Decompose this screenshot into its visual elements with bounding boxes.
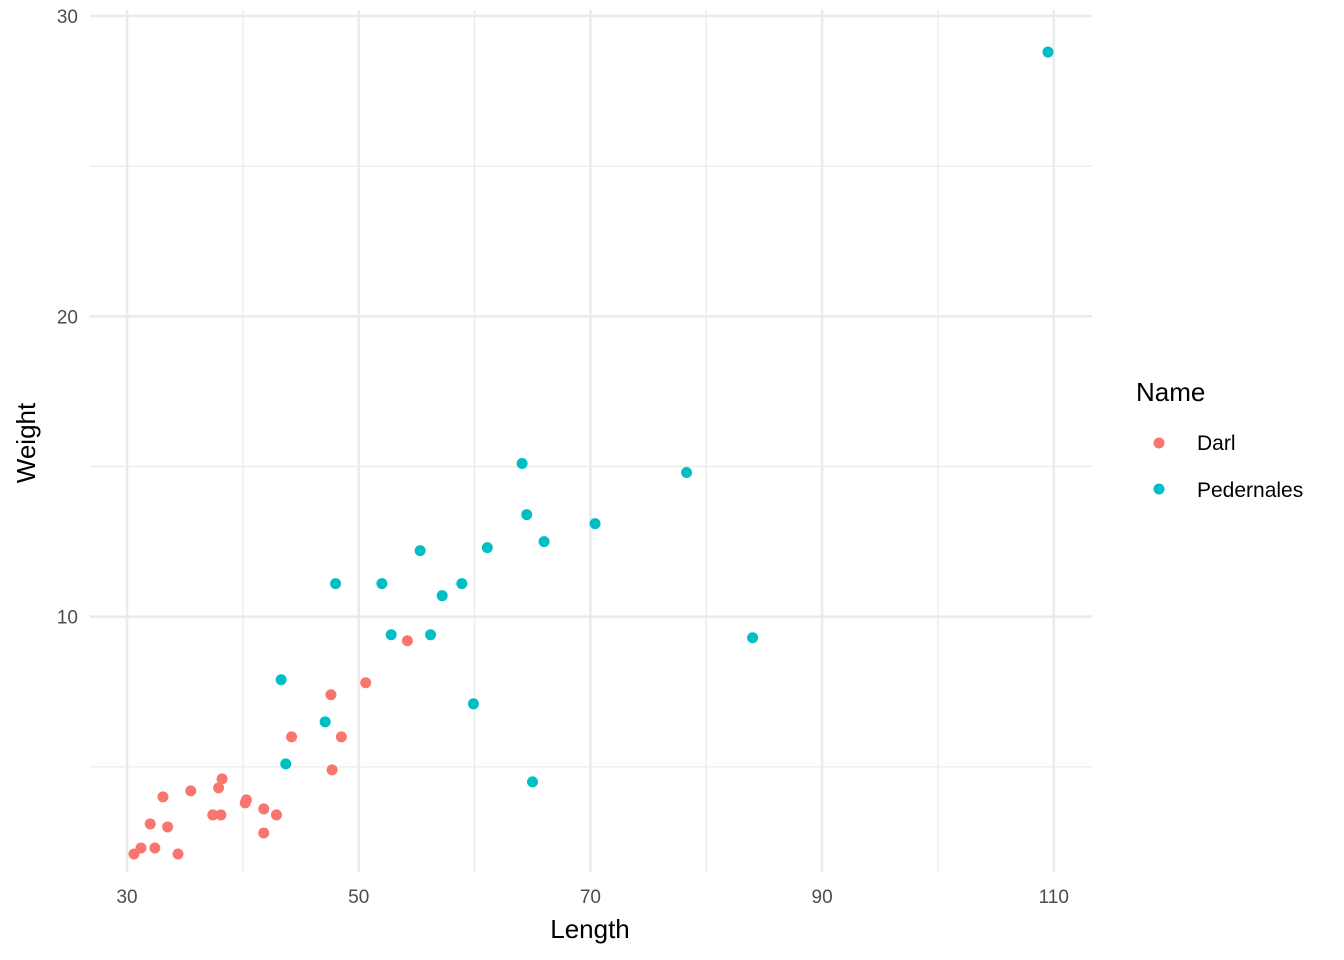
data-point-darl (335, 731, 347, 743)
data-point-darl (213, 782, 225, 794)
data-point-pedernales (481, 542, 493, 554)
data-point-pedernales (467, 698, 479, 710)
data-point-pedernales (280, 758, 292, 770)
data-point-darl (207, 809, 219, 821)
legend-title: Name (1136, 377, 1205, 407)
y-axis-ticks: 10 20 30 (57, 7, 78, 629)
y-axis-title: Weight (11, 402, 41, 483)
data-points (128, 46, 1054, 860)
data-point-darl (240, 794, 252, 806)
data-point-darl (185, 785, 197, 797)
x-tick-label: 90 (812, 887, 833, 908)
legend-label-darl: Darl (1197, 432, 1236, 455)
data-point-pedernales (319, 716, 331, 728)
data-point-darl (258, 827, 270, 839)
grid (90, 10, 1092, 872)
y-tick-label: 20 (57, 307, 78, 328)
data-point-pedernales (425, 629, 437, 641)
data-point-pedernales (330, 578, 342, 590)
data-point-pedernales (747, 632, 759, 644)
data-point-darl (216, 773, 228, 785)
data-point-darl (360, 677, 372, 689)
x-tick-label: 30 (116, 887, 137, 908)
data-point-darl (270, 809, 282, 821)
data-point-darl (258, 803, 270, 815)
x-axis-ticks: 30 50 70 90 110 (116, 887, 1068, 908)
legend: Name Darl Pedernales (1136, 377, 1303, 502)
data-point-pedernales (538, 536, 550, 548)
data-point-darl (401, 635, 413, 647)
data-point-pedernales (521, 509, 533, 521)
data-point-pedernales (414, 545, 426, 557)
x-tick-label: 50 (348, 887, 369, 908)
x-axis-title: Length (550, 914, 630, 944)
data-point-darl (325, 689, 337, 701)
data-point-darl (286, 731, 298, 743)
data-point-pedernales (1042, 46, 1054, 58)
data-point-pedernales (516, 458, 528, 470)
data-point-pedernales (456, 578, 468, 590)
data-point-pedernales (385, 629, 397, 641)
data-point-darl (215, 809, 227, 821)
legend-label-pedernales: Pedernales (1197, 479, 1303, 502)
data-point-darl (135, 842, 147, 854)
legend-key-pedernales (1153, 483, 1165, 495)
y-tick-label: 10 (57, 608, 78, 629)
x-tick-label: 110 (1039, 887, 1069, 908)
data-point-pedernales (436, 590, 448, 602)
data-point-pedernales (681, 467, 693, 479)
data-point-darl (149, 842, 161, 854)
data-point-pedernales (527, 776, 539, 788)
data-point-pedernales (275, 674, 287, 686)
data-point-pedernales (376, 578, 388, 590)
y-tick-label: 30 (57, 7, 78, 28)
data-point-darl (172, 848, 184, 860)
data-point-darl (144, 818, 156, 830)
data-point-darl (157, 791, 169, 803)
x-tick-label: 70 (580, 887, 601, 908)
data-point-darl (326, 764, 338, 776)
data-point-darl (162, 821, 174, 833)
legend-key-darl (1153, 437, 1165, 449)
data-point-pedernales (589, 518, 601, 530)
